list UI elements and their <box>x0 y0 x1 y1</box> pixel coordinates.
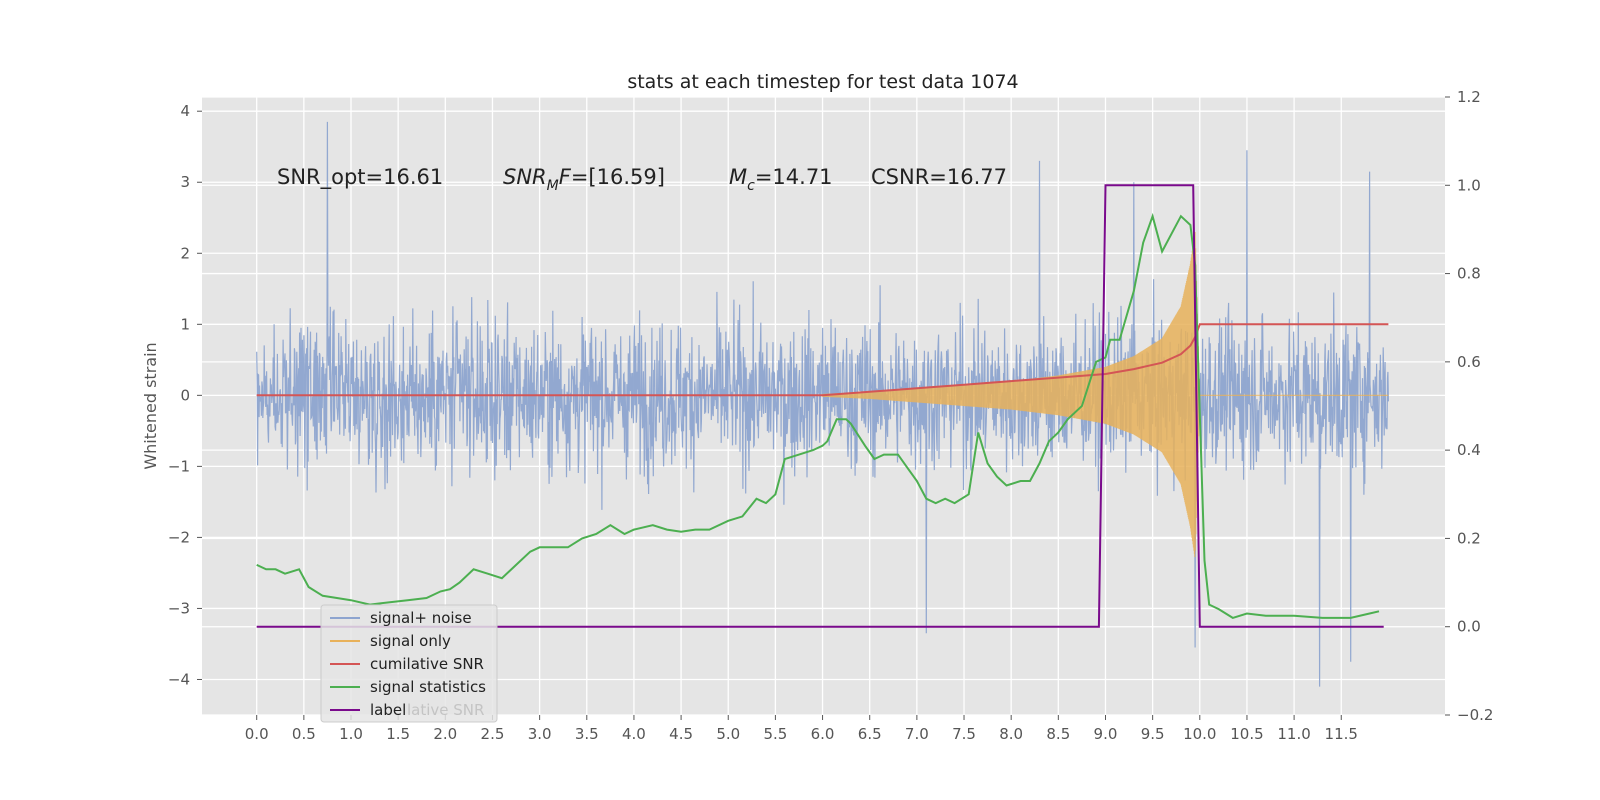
annotation-csnr: CSNR=16.77 <box>871 165 1007 189</box>
x-tick-label: 6.5 <box>858 725 882 743</box>
legend-label: signal+ noise <box>370 609 472 627</box>
y-tick-label: 0 <box>180 386 190 404</box>
snr-mf-base: SNR <box>503 165 547 189</box>
y-tick-label: 4 <box>180 102 190 120</box>
x-tick-label: 8.0 <box>999 725 1023 743</box>
mc-sub: c <box>747 178 755 194</box>
x-tick-label: 3.0 <box>528 725 552 743</box>
y-tick-label: 3 <box>180 173 190 191</box>
legend: lative SNR signal+ noise signal only cumil… <box>320 604 498 723</box>
y-tick-label: 2 <box>180 244 190 262</box>
snr-mf-f: F <box>559 165 572 189</box>
legend-box <box>320 604 498 723</box>
x-tick-label: 4.0 <box>622 725 646 743</box>
y-right-tick-label: 1.2 <box>1457 88 1481 106</box>
axes: 0.0 0.5 1.0 1.5 2.0 2.5 3.0 3.5 4.0 4.5 5.0 5.5 6.0 6… <box>168 88 1494 743</box>
x-tick-label: 8.5 <box>1046 725 1070 743</box>
x-tick-label: 9.5 <box>1141 725 1165 743</box>
x-tick-label: 5.0 <box>716 725 740 743</box>
x-tick-label: 11.5 <box>1325 725 1358 743</box>
x-tick-label: 10.0 <box>1183 725 1216 743</box>
legend-label: signal statistics <box>370 678 486 696</box>
x-tick-label: 7.0 <box>905 725 929 743</box>
mc-value: =14.71 <box>755 165 833 189</box>
y-tick-label: −3 <box>168 599 190 617</box>
x-tick-label: 9.0 <box>1094 725 1118 743</box>
y-right-tick-label: 1.0 <box>1457 176 1481 194</box>
series-layer <box>256 121 1389 687</box>
y-axis-label: Whitened strain <box>141 342 160 469</box>
legend-label: label <box>370 701 406 719</box>
annotation-mc: Mc=14.71 <box>729 165 833 194</box>
y-right-tick-label: 0.8 <box>1457 265 1481 283</box>
legend-ghost-text: lative SNR <box>407 701 484 719</box>
series-cumulative-snr <box>256 323 1389 397</box>
x-tick-label: 4.5 <box>669 725 693 743</box>
x-tick-label: 1.5 <box>386 725 410 743</box>
annotation-snr-mf: SNRMF=[16.59] <box>503 165 665 194</box>
x-tick-label: 5.5 <box>763 725 787 743</box>
mc-base: M <box>729 165 747 189</box>
y-right-tick-label: 0.0 <box>1457 618 1481 636</box>
x-tick-label: 1.0 <box>339 725 363 743</box>
legend-label: signal only <box>370 632 451 650</box>
snr-mf-value: =[16.59] <box>571 165 665 189</box>
annotations: SNR_opt=16.61 SNRMF=[16.59] Mc=14.71 CSN… <box>277 165 1007 194</box>
x-tick-label: 6.0 <box>811 725 835 743</box>
x-tick-label: 7.5 <box>952 725 976 743</box>
y-tick-label: −1 <box>168 457 190 475</box>
series-signal-statistics <box>256 212 1380 619</box>
x-tick-label: 10.5 <box>1230 725 1263 743</box>
y-tick-label: −4 <box>168 670 190 688</box>
y-right-tick-label: 0.2 <box>1457 529 1481 547</box>
x-tick-label: 0.0 <box>245 725 269 743</box>
x-tick-label: 2.0 <box>433 725 457 743</box>
y-tick-label: −2 <box>168 528 190 546</box>
x-tick-label: 3.5 <box>575 725 599 743</box>
annotation-snr-opt: SNR_opt=16.61 <box>277 165 443 190</box>
legend-label: cumilative SNR <box>370 655 484 673</box>
snr-mf-sub: M <box>547 178 559 194</box>
x-tick-label: 0.5 <box>292 725 316 743</box>
y-right-tick-label: 0.4 <box>1457 441 1481 459</box>
y-right-tick-label: 0.6 <box>1457 353 1481 371</box>
chart-title: stats at each timestep for test data 107… <box>627 71 1018 93</box>
series-label <box>256 184 1384 628</box>
y-right-tick-label: −0.2 <box>1457 706 1493 724</box>
x-tick-label: 2.5 <box>481 725 505 743</box>
y-tick-label: 1 <box>180 315 190 333</box>
x-tick-label: 11.0 <box>1277 725 1310 743</box>
